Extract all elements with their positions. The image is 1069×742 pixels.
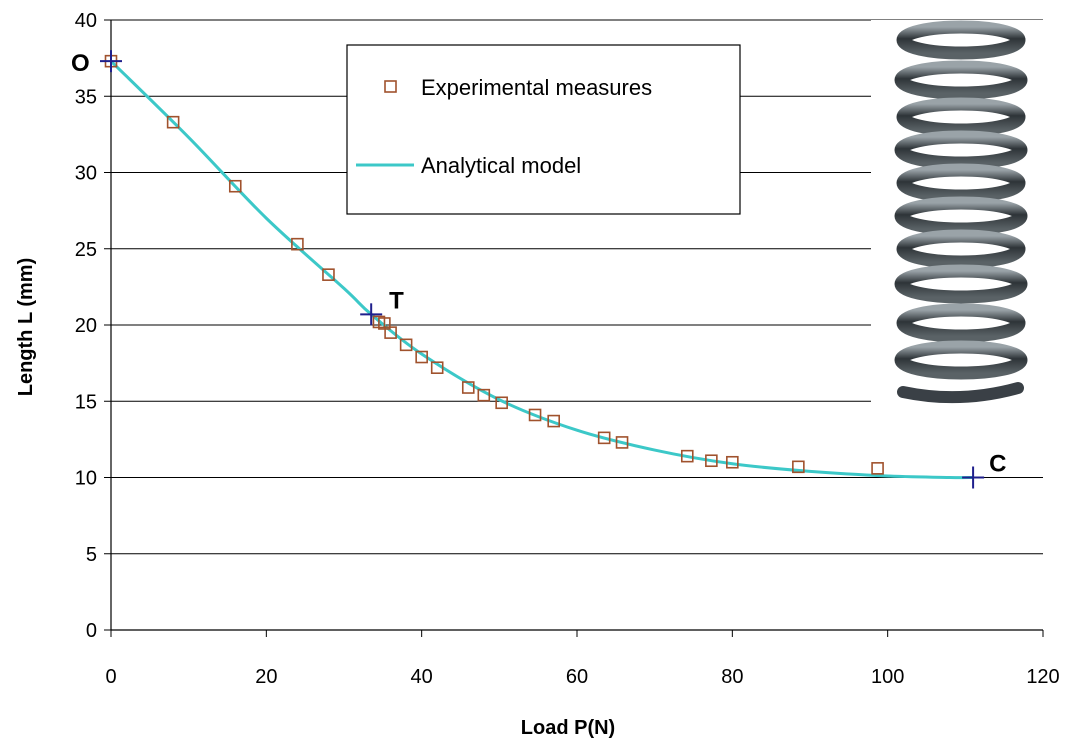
x-tick-label: 20	[255, 666, 277, 688]
x-tick-labels: 0 20 40 60 80 100 120	[105, 666, 1059, 688]
legend-label-analytical: Analytical model	[421, 153, 581, 178]
y-tick-label: 35	[75, 86, 97, 108]
experimental-point	[415, 350, 428, 364]
spring-coil	[896, 97, 1026, 137]
x-tick-label: 40	[411, 666, 433, 688]
y-tick-label: 25	[75, 239, 97, 261]
y-tick-label: 40	[75, 10, 97, 32]
experimental-point	[291, 237, 304, 251]
legend: Experimental measures Analytical model	[346, 44, 741, 215]
x-tick-label: 80	[721, 666, 743, 688]
point-label-o: O	[71, 50, 90, 77]
experimental-point	[597, 431, 611, 445]
spring-coil	[896, 229, 1026, 269]
point-label-c: C	[989, 451, 1006, 478]
spring-coil	[896, 20, 1026, 60]
experimental-point	[792, 460, 805, 474]
y-tick-labels: 0 5 10 15 20 25 30 35 40	[75, 10, 97, 642]
experimental-point	[384, 326, 397, 339]
experimental-point	[705, 454, 718, 468]
experimental-point	[528, 408, 542, 422]
x-tick-label: 120	[1026, 666, 1059, 688]
spring-base-coil	[897, 382, 1024, 404]
legend-label-experimental: Experimental measures	[421, 75, 652, 100]
legend-box	[346, 44, 741, 215]
x-axis-title: Load P(N)	[521, 717, 615, 739]
spring-coil	[894, 340, 1028, 380]
experimental-point	[680, 449, 694, 463]
experimental-point	[726, 455, 739, 469]
experimental-point	[871, 462, 884, 475]
y-tick-label: 0	[86, 620, 97, 642]
experimental-point	[228, 179, 242, 193]
experimental-point	[547, 414, 561, 428]
spring-coil	[896, 163, 1026, 203]
spring-coil	[894, 60, 1028, 100]
y-tick-label: 20	[75, 315, 97, 337]
point-markers: O T C	[71, 50, 1006, 489]
x-tick-label: 0	[105, 666, 116, 688]
y-tick-label: 10	[75, 468, 97, 490]
experimental-point	[495, 396, 508, 410]
experimental-point	[430, 361, 444, 375]
y-axis-title: Length L (mm)	[15, 258, 37, 397]
axes	[104, 19, 1044, 637]
y-tick-label: 15	[75, 391, 97, 413]
point-label-t: T	[389, 287, 404, 314]
x-tick-label: 100	[871, 666, 904, 688]
spring-coil	[896, 303, 1026, 343]
legend-swatch-experimental	[384, 80, 397, 93]
experimental-point	[166, 115, 180, 129]
y-tick-label: 5	[86, 544, 97, 566]
experimental-point	[461, 381, 475, 394]
experimental-point	[615, 436, 629, 449]
y-tick-label: 30	[75, 163, 97, 185]
experimental-point	[322, 268, 335, 281]
x-tick-label: 60	[566, 666, 588, 688]
spring-coil	[894, 264, 1028, 304]
experimental-point	[399, 338, 413, 352]
spring-coil	[894, 196, 1028, 236]
coil-spring-photo	[871, 20, 1043, 412]
spring-coil	[894, 130, 1028, 170]
experimental-point	[477, 388, 491, 402]
